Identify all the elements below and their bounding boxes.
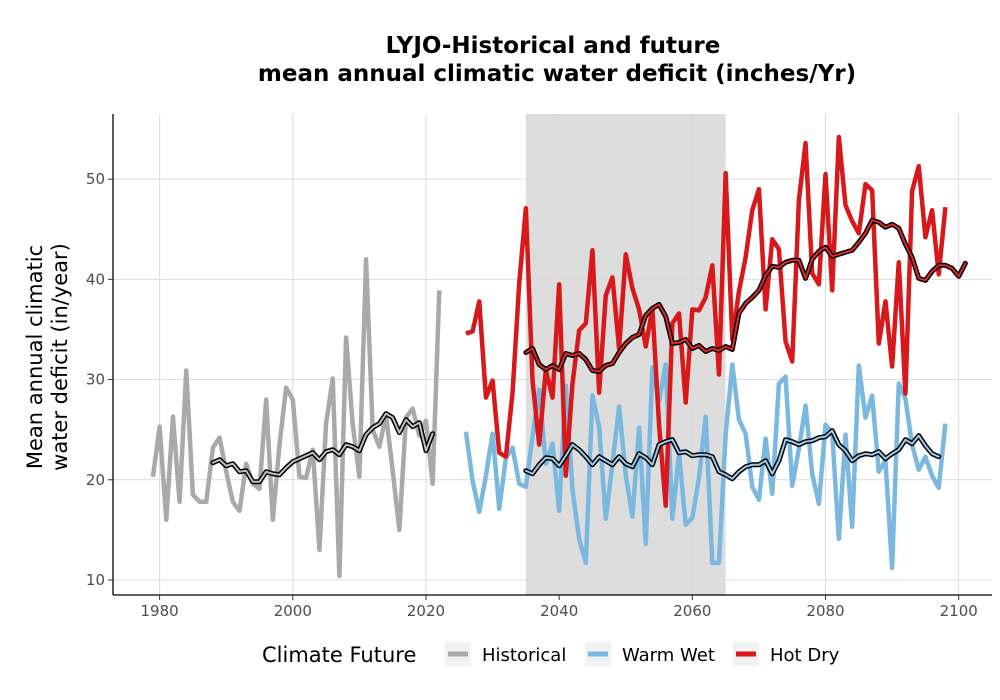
x-tick-label: 2100 bbox=[940, 602, 978, 620]
y-tick-label: 20 bbox=[86, 471, 105, 489]
series-hot-dry-10-yr-rolling-mean-line bbox=[524, 219, 967, 373]
y-axis-ticks: 10 20 30 40 50 bbox=[86, 170, 113, 589]
y-tick-label: 50 bbox=[86, 170, 105, 188]
x-tick-label: 2080 bbox=[806, 602, 844, 620]
x-tick-label: 1980 bbox=[141, 602, 179, 620]
y-axis-title-line-2: water deficit (in/year) bbox=[48, 243, 72, 471]
x-axis-ticks: 1980 2000 2020 2040 2060 2080 2100 bbox=[141, 595, 978, 620]
series-layer bbox=[150, 134, 968, 579]
series-warm-wet-line bbox=[463, 362, 948, 571]
legend-label-hot-dry: Hot Dry bbox=[770, 645, 840, 666]
chart-title-line-1: LYJO-Historical and future bbox=[386, 33, 721, 59]
y-tick-label: 10 bbox=[86, 571, 105, 589]
y-tick-label: 30 bbox=[86, 371, 105, 389]
series-historical-line bbox=[150, 257, 442, 579]
x-tick-label: 2040 bbox=[540, 602, 578, 620]
legend-label-warm-wet: Warm Wet bbox=[622, 645, 715, 666]
x-tick-label: 2000 bbox=[274, 602, 312, 620]
legend-label-historical: Historical bbox=[482, 645, 566, 666]
chart-title-line-2: mean annual climatic water deficit (inch… bbox=[258, 61, 856, 87]
legend: Climate Future Historical Warm Wet Hot Dry bbox=[262, 642, 840, 667]
y-tick-label: 40 bbox=[86, 270, 105, 288]
x-tick-label: 2060 bbox=[673, 602, 711, 620]
x-tick-label: 2020 bbox=[407, 602, 445, 620]
chart-title: LYJO-Historical and future mean annual c… bbox=[258, 33, 856, 87]
axes bbox=[112, 114, 992, 596]
series-warm-wet-10-yr-rolling-mean-line bbox=[524, 429, 940, 480]
legend-title: Climate Future bbox=[262, 643, 416, 667]
series-historical-10-yr-rolling-mean-line bbox=[211, 412, 434, 483]
legend-entries: Historical Warm Wet Hot Dry bbox=[445, 642, 840, 666]
y-axis-title-line-1: Mean annual climatic bbox=[23, 245, 47, 469]
